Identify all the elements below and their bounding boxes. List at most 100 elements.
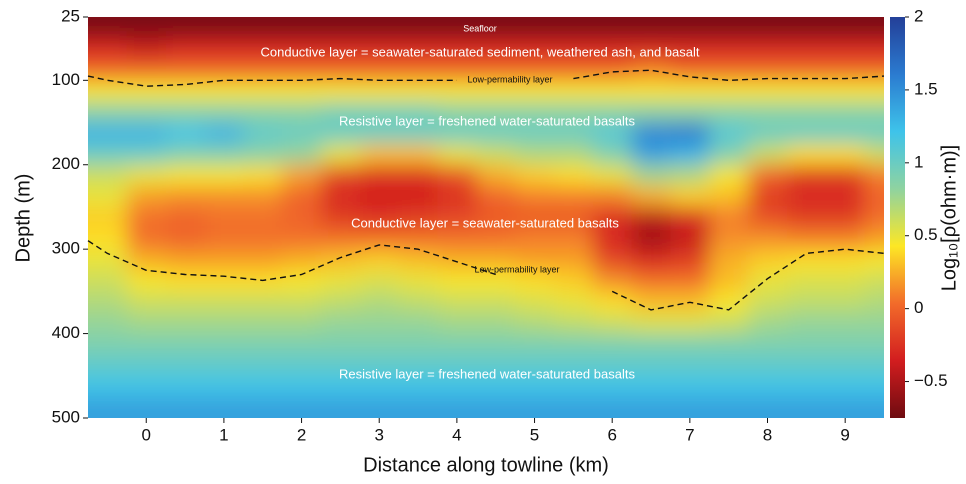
cell xyxy=(398,206,438,229)
cell xyxy=(320,375,361,398)
cell xyxy=(553,206,594,229)
cell xyxy=(359,59,400,81)
cell xyxy=(204,122,244,145)
cell xyxy=(204,38,244,60)
y-tick-label: 100 xyxy=(52,70,80,89)
cell xyxy=(631,206,671,229)
cell xyxy=(786,291,827,313)
cell xyxy=(786,38,827,60)
cell xyxy=(243,375,283,398)
annotation: Low-permability layer xyxy=(467,74,552,84)
colorbar-tick-label: −0.5 xyxy=(914,371,948,390)
cell xyxy=(398,143,438,166)
cell xyxy=(786,228,827,250)
cell xyxy=(515,375,555,398)
cell xyxy=(243,291,283,313)
x-tick-label: 4 xyxy=(452,425,461,444)
cell xyxy=(282,396,322,418)
cell xyxy=(786,396,827,418)
cell xyxy=(320,228,361,250)
x-tick-label: 2 xyxy=(297,425,306,444)
x-tick-label: 8 xyxy=(763,425,772,444)
cell xyxy=(709,17,749,39)
cell xyxy=(825,59,866,81)
cell xyxy=(553,185,594,208)
cell xyxy=(398,17,438,39)
cell xyxy=(320,101,361,124)
x-tick-label: 6 xyxy=(607,425,616,444)
cell xyxy=(165,122,205,145)
annotation: Conductive layer = seawater-saturated se… xyxy=(260,44,699,59)
cell xyxy=(204,291,244,313)
cell xyxy=(126,333,167,356)
cell xyxy=(126,291,167,313)
cell xyxy=(515,185,555,208)
cell xyxy=(592,228,633,250)
cell xyxy=(398,354,438,377)
cell xyxy=(786,206,827,229)
cell xyxy=(282,354,322,377)
cell xyxy=(165,101,205,124)
colorbar-tick-label: 1.5 xyxy=(914,79,938,98)
cell xyxy=(359,122,400,145)
cell xyxy=(748,270,788,292)
cell xyxy=(359,185,400,208)
cell xyxy=(709,206,749,229)
cell xyxy=(786,101,827,124)
x-tick-label: 0 xyxy=(142,425,151,444)
cell xyxy=(515,206,555,229)
cell xyxy=(88,38,128,60)
cell xyxy=(398,59,438,81)
x-axis-title: Distance along towline (km) xyxy=(363,454,609,476)
annotation: Low-permability layer xyxy=(474,264,559,274)
cell xyxy=(88,333,128,356)
cell xyxy=(88,375,128,398)
cell xyxy=(631,185,671,208)
cell xyxy=(631,270,671,292)
cell xyxy=(282,122,322,145)
cell xyxy=(631,143,671,166)
cell xyxy=(282,80,322,102)
cell xyxy=(437,291,477,313)
cells xyxy=(88,17,884,418)
cell xyxy=(204,80,244,102)
cell xyxy=(282,143,322,166)
cell xyxy=(320,59,361,81)
cell xyxy=(631,249,671,271)
cell xyxy=(553,354,594,377)
cell xyxy=(864,206,884,229)
cell xyxy=(553,143,594,166)
cell xyxy=(748,164,788,187)
cell xyxy=(398,333,438,356)
cell xyxy=(476,17,516,39)
cell xyxy=(88,396,128,418)
cell xyxy=(515,270,555,292)
cell xyxy=(786,375,827,398)
cell xyxy=(515,122,555,145)
cell xyxy=(553,164,594,187)
cell xyxy=(786,164,827,187)
cell xyxy=(165,80,205,102)
cell xyxy=(864,333,884,356)
cell xyxy=(864,38,884,60)
cell xyxy=(592,375,633,398)
annotation: Seafloor xyxy=(463,23,497,33)
cell xyxy=(359,270,400,292)
cell xyxy=(88,122,128,145)
cell xyxy=(515,101,555,124)
cell xyxy=(204,17,244,39)
cell xyxy=(88,164,128,187)
cell xyxy=(88,206,128,229)
cell xyxy=(476,80,516,102)
cell xyxy=(592,291,633,313)
cell xyxy=(476,354,516,377)
cell xyxy=(670,333,710,356)
cell xyxy=(165,185,205,208)
cell xyxy=(359,80,400,102)
cell xyxy=(282,312,322,335)
cell xyxy=(553,333,594,356)
cell xyxy=(243,206,283,229)
cell xyxy=(592,143,633,166)
cell xyxy=(553,312,594,335)
cell xyxy=(437,354,477,377)
